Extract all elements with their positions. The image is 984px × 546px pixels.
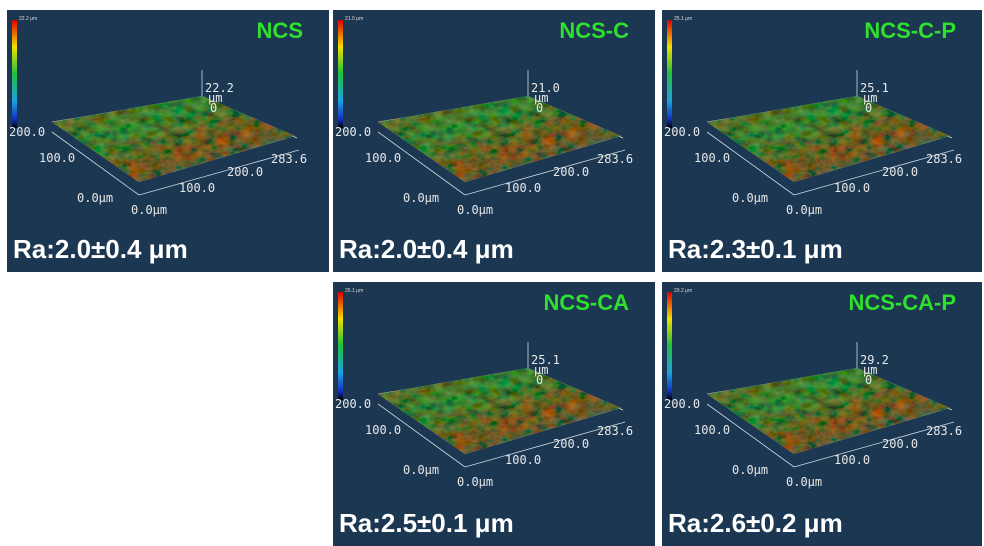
axis-label: 283.6 (926, 152, 962, 166)
roughness-value: Ra:2.0±0.4 μm (339, 234, 514, 264)
panel-label: NCS-C-P (864, 18, 956, 43)
color-scale-max: 22.2 μm (19, 16, 37, 22)
axis-label: 100.0 (505, 181, 541, 195)
color-scale (667, 20, 672, 128)
color-scale-max: 25.1 μm (674, 16, 692, 22)
axis-label: 283.6 (597, 424, 633, 438)
axis-label: 0 (536, 101, 543, 115)
axis-label: 100.0 (505, 453, 541, 467)
roughness-value: Ra:2.3±0.1 μm (668, 234, 843, 264)
axis-label: 283.6 (597, 152, 633, 166)
color-scale (338, 292, 343, 400)
axis-label: 0.0μm (732, 191, 768, 205)
color-scale-max: 29.2 μm (674, 288, 692, 294)
axis-label: 100.0 (694, 423, 730, 437)
figure: 22.2 μmNCS22.2μm0200.0100.00.0μm283.6200… (0, 0, 984, 546)
axis-label: 0 (865, 373, 872, 387)
color-scale (12, 20, 17, 128)
axis-label: 100.0 (694, 151, 730, 165)
axis-label: 0.0μm (77, 191, 113, 205)
color-scale-max: 21.0 μm (345, 16, 363, 22)
axis-label: 0.0μm (457, 475, 493, 489)
panel-label: NCS-CA-P (848, 290, 956, 315)
axis-label: 0.0μm (786, 203, 822, 217)
roughness-value: Ra:2.5±0.1 μm (339, 508, 514, 538)
axis-label: 0 (536, 373, 543, 387)
axis-label: 283.6 (926, 424, 962, 438)
axis-label: 200.0 (227, 165, 263, 179)
axis-label: 100.0 (179, 181, 215, 195)
axis-label: 0.0μm (403, 191, 439, 205)
axis-label: 200.0 (664, 125, 700, 139)
axis-label: 200.0 (882, 437, 918, 451)
axis-label: 100.0 (365, 423, 401, 437)
axis-label: 0.0μm (786, 475, 822, 489)
axis-label: 200.0 (335, 397, 371, 411)
panel-label: NCS (257, 18, 303, 43)
axis-label: 0.0μm (131, 203, 167, 217)
color-scale (338, 20, 343, 128)
axis-label: 200.0 (9, 125, 45, 139)
axis-label: 0 (210, 101, 217, 115)
axis-label: 200.0 (882, 165, 918, 179)
color-scale (667, 292, 672, 400)
panel-label: NCS-CA (543, 290, 629, 315)
axis-label: 0.0μm (457, 203, 493, 217)
axis-label: 0.0μm (403, 463, 439, 477)
color-scale-max: 25.1 μm (345, 288, 363, 294)
roughness-value: Ra:2.0±0.4 μm (13, 234, 188, 264)
axis-label: 200.0 (335, 125, 371, 139)
panel-label: NCS-C (559, 18, 629, 43)
axis-label: 200.0 (553, 437, 589, 451)
axis-label: 100.0 (834, 181, 870, 195)
axis-label: 100.0 (365, 151, 401, 165)
axis-label: 0 (865, 101, 872, 115)
roughness-value: Ra:2.6±0.2 μm (668, 508, 843, 538)
axis-label: 100.0 (834, 453, 870, 467)
axis-label: 0.0μm (732, 463, 768, 477)
axis-label: 200.0 (553, 165, 589, 179)
axis-label: 283.6 (271, 152, 307, 166)
axis-label: 200.0 (664, 397, 700, 411)
axis-label: 100.0 (39, 151, 75, 165)
